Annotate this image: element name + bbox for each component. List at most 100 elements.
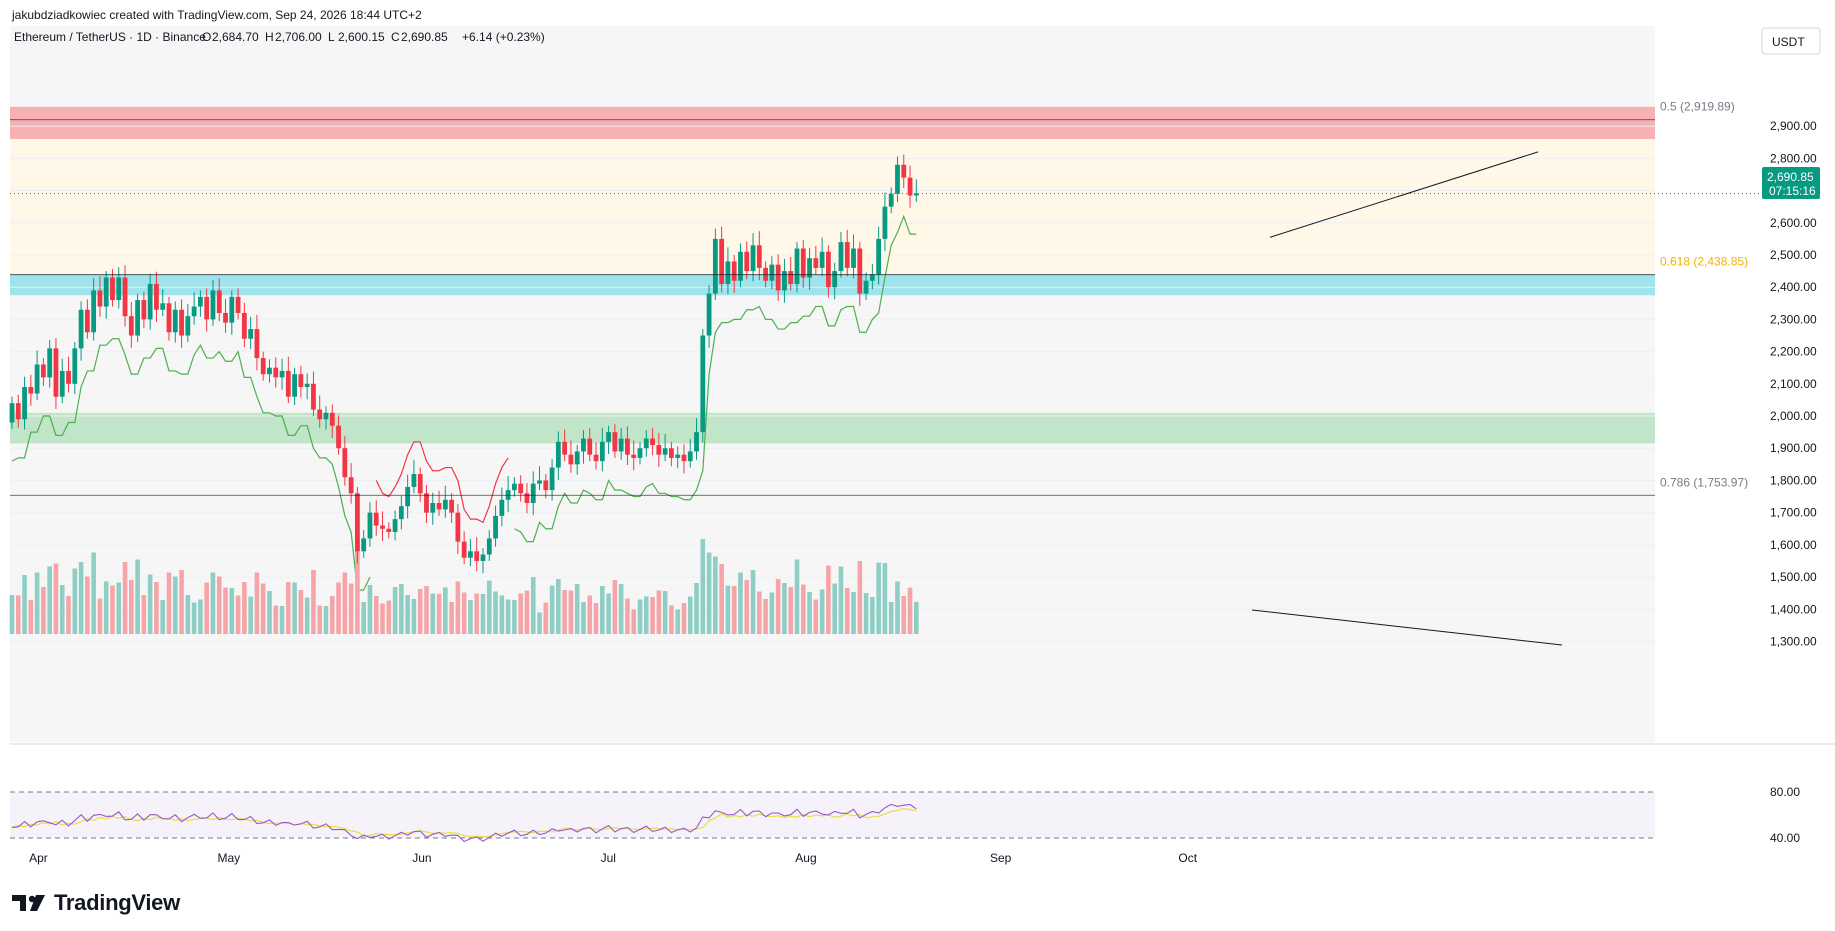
volume-bar <box>279 606 285 634</box>
volume-bar <box>443 587 448 634</box>
volume-bar <box>643 596 649 634</box>
candle-body <box>235 296 241 313</box>
candle-body <box>72 348 78 384</box>
volume-bar <box>757 591 762 634</box>
volume-bar <box>832 583 837 634</box>
price-axis-tick: 2,000.00 <box>1770 409 1817 423</box>
volume-bar <box>719 564 724 634</box>
candle-body <box>474 551 480 561</box>
candle-body <box>135 300 140 336</box>
candle-body <box>631 454 637 458</box>
volume-bar <box>499 595 505 634</box>
volume-bar <box>254 572 260 634</box>
time-axis-tick: Sep <box>990 851 1012 865</box>
volume-bar <box>870 597 875 634</box>
candle-body <box>826 251 831 288</box>
candle-body <box>863 280 869 294</box>
volume-bar <box>53 563 59 634</box>
ohlc-value: 2,684.70 <box>212 30 259 44</box>
candle-body <box>738 251 743 281</box>
volume-bar <box>210 572 216 634</box>
price-axis-tick: 2,300.00 <box>1770 312 1817 326</box>
candle-body <box>317 409 323 420</box>
volume-bar <box>47 566 52 634</box>
candle-body <box>857 248 863 294</box>
fib-level-label: 0.786 (1,753.97) <box>1660 475 1748 489</box>
candle-body <box>22 387 27 420</box>
rsi-line <box>11 803 917 843</box>
volume-bar <box>216 576 222 634</box>
volume-bar <box>474 593 480 634</box>
candle-body <box>361 538 367 552</box>
candle-body <box>562 441 568 455</box>
volume-bar <box>160 600 166 634</box>
volume-bar <box>103 581 109 634</box>
candle-body <box>581 438 586 452</box>
volume-bar <box>537 612 542 634</box>
candle-body <box>593 454 599 462</box>
chart-canvas[interactable]: 0.5 (2,919.89) 0.618 (2,438.85) 0.786 (1,7… <box>0 26 1835 876</box>
candle-body <box>198 296 203 307</box>
candle-body <box>116 277 122 301</box>
candle-body <box>512 483 517 491</box>
candle-body <box>103 277 109 307</box>
volume-bar <box>424 586 429 634</box>
candle-body <box>744 251 750 272</box>
candle-body <box>147 283 153 320</box>
volume-bar <box>612 580 618 634</box>
volume-bar <box>85 576 90 634</box>
candle-body <box>555 441 561 468</box>
volume-bar <box>235 595 241 634</box>
candle-body <box>229 296 235 323</box>
trail-stop-up-line <box>11 338 371 591</box>
volume-bar <box>329 596 335 634</box>
candle-body <box>769 264 775 281</box>
volume-bar <box>788 587 794 634</box>
currency-button[interactable]: USDT <box>1772 35 1805 49</box>
candle-body <box>499 499 505 516</box>
ohlc-label: C <box>391 30 400 44</box>
volume-bar <box>273 605 279 634</box>
volume-bar <box>311 570 316 634</box>
volume-bar <box>260 583 266 634</box>
volume-bar <box>895 581 900 634</box>
candle-body <box>323 412 329 420</box>
volume-bar <box>373 596 379 634</box>
price-axis-tick: 1,600.00 <box>1770 538 1817 552</box>
price-axis-tick: 1,300.00 <box>1770 635 1817 649</box>
volume-bar <box>59 585 65 634</box>
candle-body <box>59 370 65 397</box>
candle-body <box>599 441 605 462</box>
candle-body <box>838 242 844 272</box>
candle-body <box>650 438 655 446</box>
volume-bar <box>813 599 819 634</box>
candle-body <box>537 480 542 484</box>
volume-bar <box>744 580 750 634</box>
candle-body <box>9 403 15 423</box>
candle-body <box>179 309 184 336</box>
candle-body <box>687 451 693 462</box>
volume-bar <box>78 562 84 634</box>
candle-body <box>675 454 681 458</box>
time-axis-tick: May <box>218 851 241 865</box>
candle-body <box>637 448 643 458</box>
candle-body <box>832 271 838 288</box>
fib-level-label: 0.5 (2,919.89) <box>1660 100 1735 114</box>
currency-button-frame[interactable] <box>1761 27 1821 55</box>
candle-body <box>669 448 674 458</box>
volume-bar <box>844 588 850 634</box>
candle-body <box>285 370 291 397</box>
candle-body <box>524 493 530 503</box>
tradingview-logo[interactable]: TradingView <box>12 890 180 916</box>
volume-bar <box>800 584 806 634</box>
volume-bar <box>556 579 561 634</box>
price-axis-tick: 1,500.00 <box>1770 570 1817 584</box>
candle-body <box>47 348 53 378</box>
current-price-tag <box>1762 167 1820 199</box>
candle-body <box>731 261 737 281</box>
volume-bar <box>838 566 844 634</box>
candle-body <box>392 519 398 532</box>
candle-body <box>775 264 781 291</box>
volume-bar <box>568 590 574 634</box>
volume-bar <box>574 584 580 634</box>
